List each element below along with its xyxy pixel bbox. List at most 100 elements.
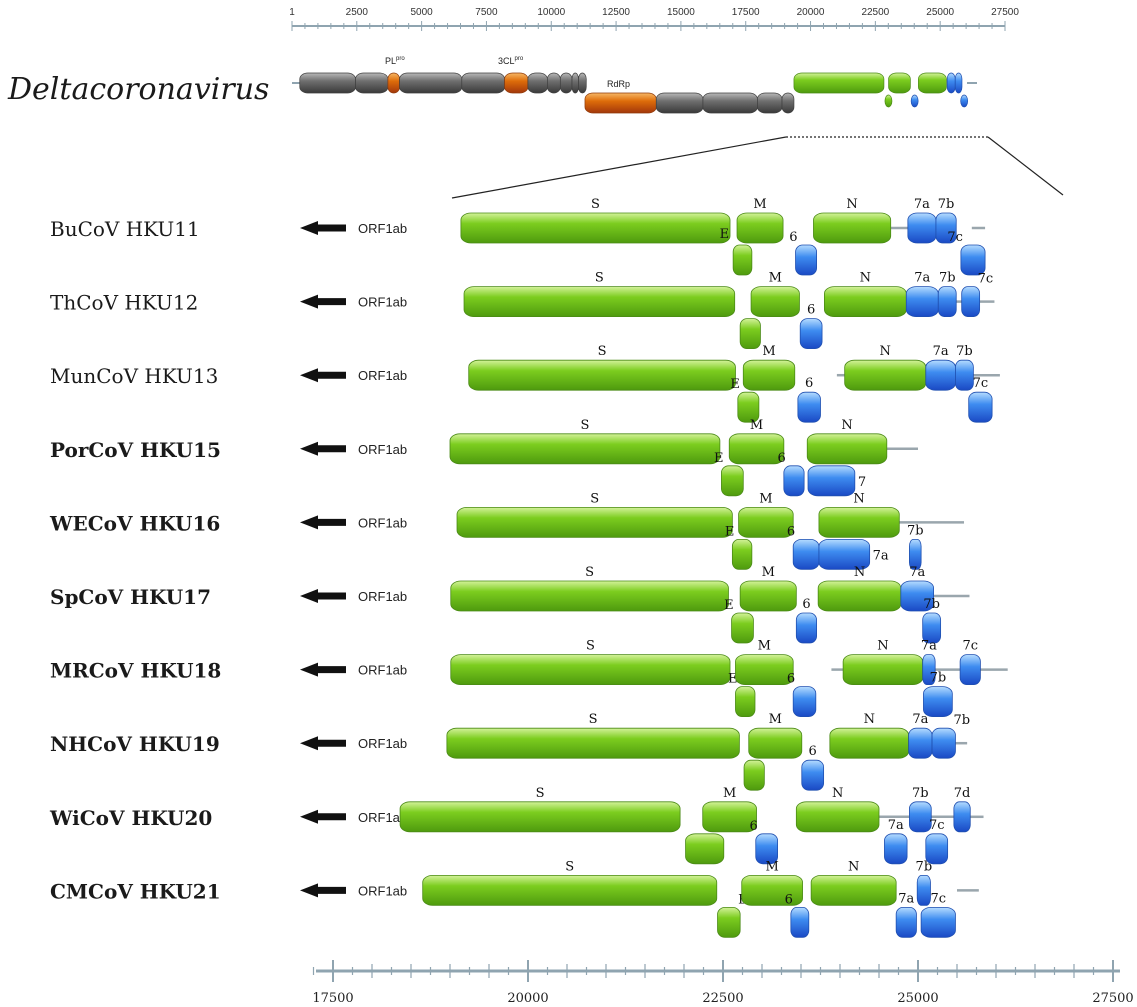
overview-gene-ov-e [884,94,893,108]
genome-row: SpCoV HKU17 ORF1ab S E M 6 N 7a 7b [50,565,970,644]
genus-title: Deltacoronavirus [7,72,269,107]
zoom-lines [451,136,1064,199]
orf-label: ORF1ab [358,589,407,604]
gene-7a [925,359,956,391]
gene-label-S: S [589,712,598,727]
gene-7a [908,727,933,759]
orf-label: ORF1ab [358,663,407,678]
gene-S [399,801,681,833]
gene-7a [884,833,908,865]
gene-label-M: M [758,639,771,654]
gene-7 [807,465,856,497]
gene-6 [797,391,821,423]
gene-7a [907,212,937,244]
gene-label-7b: 7b [912,786,929,801]
gene-label-E: E [728,672,738,687]
gene-6 [795,612,818,644]
gene-7c [960,244,986,276]
gene-label-E: E [725,524,735,539]
gene-7c [925,833,949,865]
gene-label-M: M [759,491,772,506]
gene-7b [955,359,974,391]
overview-gene-cl-pro [504,72,529,94]
gene-7a [922,654,936,685]
left-arrow-icon [300,736,346,751]
orf-label: ORF1ab [358,295,407,310]
gene-N [818,506,900,538]
left-arrow-icon [300,441,346,456]
bottom-axis-tick-label: 22500 [702,991,743,1006]
gene-6 [755,833,779,865]
overview-gene-grey-6 [547,72,561,94]
genome-row: MunCoV HKU13 ORF1ab S E M 6 N 7a 7b 7c [50,344,1000,423]
top-axis-tick-label: 5000 [410,7,433,18]
gene-label-7b: 7b [953,713,970,728]
orf-label: ORF1ab [358,736,407,751]
genome-name: PorCoV HKU15 [50,438,221,462]
genome-name: SpCoV HKU17 [50,585,211,609]
gene-S [449,433,721,465]
gene-7b [922,612,942,644]
gene-E [739,318,761,350]
top-axis: 1 2500 5000 7500 10000 12500 15000 17500 20000 22… [289,7,1019,31]
gene-label-N: N [860,271,871,286]
gene-label-M: M [762,344,775,359]
genome-name: NHCoV HKU19 [50,732,220,756]
gene-label-7: 7 [858,475,866,490]
top-axis-tick-label: 17500 [732,7,760,18]
gene-label-N: N [846,197,857,212]
gene-label-7a: 7a [933,344,949,359]
top-axis-tick-label: 15000 [667,7,695,18]
gene-S [422,875,718,906]
overview-gene-rdrp [584,92,657,114]
gene-6 [795,244,817,276]
gene-N [824,286,907,318]
zoom-right-line [987,136,1064,196]
overview-gene-grey-13 [781,92,795,114]
overview-gene-grey-9 [578,72,587,94]
bottom-axis-tick-label: 17500 [312,991,353,1006]
gene-label-N: N [848,859,859,874]
gene-label-7a: 7a [888,818,904,833]
gene-label-7b: 7b [930,671,947,686]
gene-label-6: 6 [787,524,795,539]
gene-label-7a: 7a [921,639,937,654]
gene-label-6: 6 [802,597,810,612]
zoom-left-line [451,136,787,199]
gene-label-S: S [591,197,600,212]
gene-6 [792,686,817,717]
gene-M [739,580,797,612]
gene-label-S: S [598,344,607,359]
overview-gene-grey-8 [571,72,579,94]
gene-label-7c: 7c [962,639,978,654]
left-arrow-icon [300,662,346,677]
gene-label-7a: 7a [898,891,914,906]
cl-sup: pro [515,56,524,62]
gene-7b [931,727,956,759]
left-arrow-icon [300,515,346,530]
gene-N [813,212,892,244]
genome-row: MRCoV HKU18 ORF1ab S E M 6 N 7a 7b 7c [50,639,1008,717]
orf-label: ORF1ab [358,810,407,825]
gene-label-E: E [714,451,724,466]
gene-7c [920,907,956,938]
gene-7d [953,801,971,833]
genome-name: MunCoV HKU13 [50,364,218,388]
gene-N [810,875,897,906]
gene-6 [792,539,820,570]
genome-name: WiCoV HKU20 [49,806,212,830]
gene-label-7a: 7a [914,197,930,212]
gene-label-E: E [730,377,740,392]
overview-gene-grey-4 [461,72,505,94]
gene-M [750,286,800,318]
overview-gene-ov-n [918,72,947,94]
gene-7b [923,686,953,717]
gene-7a [900,580,935,612]
gene-E [743,759,765,791]
top-axis-tick-label: 22500 [861,7,889,18]
genome-row: BuCoV HKU11 ORF1ab S E M 6 N 7a 7b 7c [50,197,986,276]
bottom-axis: 17500 20000 22500 25000 27500 [312,960,1134,1006]
orf-label: ORF1ab [358,883,407,898]
gene-label-N: N [864,712,875,727]
gene-S [460,212,731,244]
